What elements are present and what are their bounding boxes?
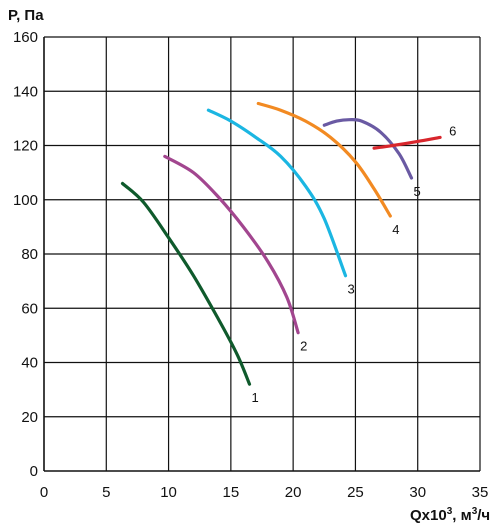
y-tick-label: 20: [21, 409, 38, 426]
x-tick-label: 20: [285, 484, 302, 501]
x-tick-label: 35: [472, 484, 489, 501]
series-curve-6: [372, 135, 442, 150]
x-tick-label: 10: [160, 484, 177, 501]
y-tick-label: 120: [13, 138, 38, 155]
y-tick-label: 100: [13, 192, 38, 209]
series-label-4: 4: [392, 222, 399, 237]
series-curve-2: [163, 154, 300, 335]
y-tick-label: 40: [21, 355, 38, 372]
y-tick-label: 60: [21, 300, 38, 317]
series-curve-4: [256, 101, 392, 218]
series-curves: [120, 101, 442, 386]
y-tick-label: 80: [21, 246, 38, 263]
series-label-2: 2: [300, 339, 307, 354]
series-curve-1: [120, 181, 252, 386]
series-label-1: 1: [252, 390, 259, 405]
y-axis-title: P, Па: [8, 7, 44, 24]
series-labels: 1 2 3 4 5 6: [252, 123, 457, 405]
series-label-5: 5: [413, 184, 420, 199]
y-tick-label: 160: [13, 29, 38, 46]
grid: [44, 36, 481, 471]
x-tick-label: 25: [347, 484, 364, 501]
series-curve-3: [206, 108, 348, 278]
series-curve-5: [322, 118, 414, 180]
series-label-6: 6: [449, 123, 456, 138]
x-tick-label: 0: [40, 484, 48, 501]
x-axis-title: Qx103, м3/ч: [410, 506, 490, 524]
axes: [43, 37, 480, 472]
y-tick-label: 140: [13, 83, 38, 100]
series-label-3: 3: [347, 282, 354, 297]
x-tick-label: 30: [409, 484, 426, 501]
y-tick-label: 0: [30, 463, 38, 480]
x-tick-label: 15: [223, 484, 240, 501]
x-tick-label: 5: [102, 484, 110, 501]
